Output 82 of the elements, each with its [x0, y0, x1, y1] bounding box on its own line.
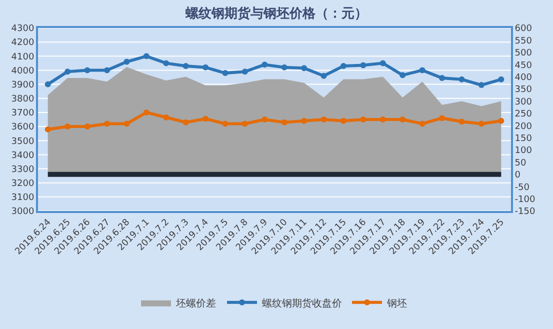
- point: [439, 74, 446, 81]
- y2-tick-label: 450: [514, 60, 532, 71]
- point: [380, 116, 386, 122]
- point: [64, 124, 71, 130]
- point: [400, 116, 406, 122]
- point: [478, 82, 484, 88]
- y2-tick-label: -50: [514, 182, 530, 193]
- y2-tick-label: 550: [514, 36, 532, 46]
- y-tick-label: 4000: [11, 66, 34, 76]
- y2-tick-label: 300: [514, 97, 532, 108]
- point: [419, 67, 426, 74]
- y2-tick-label: 100: [514, 146, 532, 156]
- y2-tick-label: -100: [514, 194, 536, 205]
- point: [202, 116, 209, 122]
- point: [44, 126, 51, 132]
- y2-tick-label: 200: [514, 122, 532, 132]
- y-tick-label: 3500: [11, 136, 34, 147]
- y2-tick-label: 0: [514, 170, 521, 181]
- point: [124, 120, 130, 127]
- y-tick-label: 3900: [11, 80, 34, 90]
- point: [242, 68, 248, 75]
- point: [222, 120, 228, 127]
- y2-tick-label: 150: [514, 134, 532, 144]
- point: [419, 120, 426, 127]
- point: [478, 120, 484, 127]
- point: [320, 72, 327, 79]
- point: [301, 118, 308, 124]
- point: [104, 67, 110, 74]
- point: [498, 76, 504, 82]
- y-tick-label: 3000: [11, 207, 34, 218]
- point: [340, 118, 346, 124]
- y-tick-label: 4200: [11, 38, 34, 48]
- point: [202, 64, 209, 70]
- point: [104, 120, 110, 127]
- point: [124, 58, 130, 65]
- y2-tick-label: 350: [514, 85, 532, 96]
- point: [222, 70, 228, 76]
- point: [458, 76, 465, 82]
- point: [400, 72, 406, 78]
- point: [64, 68, 71, 75]
- point: [360, 62, 366, 68]
- y2-tick-label: 400: [514, 72, 532, 83]
- point: [182, 119, 189, 126]
- point: [360, 116, 366, 122]
- point: [301, 65, 308, 72]
- point: [242, 120, 248, 127]
- chart-title: 螺纹钢期货与钢坯价格（：元）: [184, 5, 368, 22]
- y-tick-label: 3300: [11, 164, 34, 175]
- point: [44, 81, 51, 88]
- y2-tick-label: 600: [514, 24, 532, 34]
- legend-label: 坯螺价差: [175, 297, 216, 310]
- point: [281, 64, 288, 70]
- legend-label: 钢坯: [386, 297, 407, 310]
- point: [262, 62, 268, 68]
- y2-tick-label: 250: [514, 110, 532, 120]
- y2-tick-label: 500: [514, 48, 532, 59]
- point: [281, 119, 288, 126]
- y-tick-label: 4300: [11, 24, 34, 34]
- legend-label: 螺纹钢期货收盘价: [262, 297, 342, 310]
- y-tick-label: 3200: [11, 179, 34, 189]
- y-tick-label: 3100: [11, 193, 34, 204]
- point: [143, 109, 150, 116]
- y2-tick-label: -150: [514, 207, 536, 218]
- point: [163, 114, 170, 120]
- y-tick-label: 4100: [11, 52, 34, 62]
- point: [262, 116, 268, 122]
- point: [458, 118, 465, 125]
- point: [163, 60, 170, 66]
- y-tick-label: 3400: [11, 150, 34, 161]
- point: [182, 63, 189, 70]
- point: [380, 60, 386, 66]
- y-tick-label: 3800: [11, 94, 34, 105]
- point: [320, 116, 327, 122]
- point: [439, 115, 446, 122]
- y-tick-label: 3700: [11, 108, 34, 119]
- point: [84, 124, 90, 130]
- point: [84, 67, 90, 74]
- point: [340, 63, 346, 70]
- y2-tick-label: 50: [514, 158, 527, 168]
- point: [143, 53, 150, 60]
- point: [498, 118, 504, 124]
- y-tick-label: 3600: [11, 122, 34, 133]
